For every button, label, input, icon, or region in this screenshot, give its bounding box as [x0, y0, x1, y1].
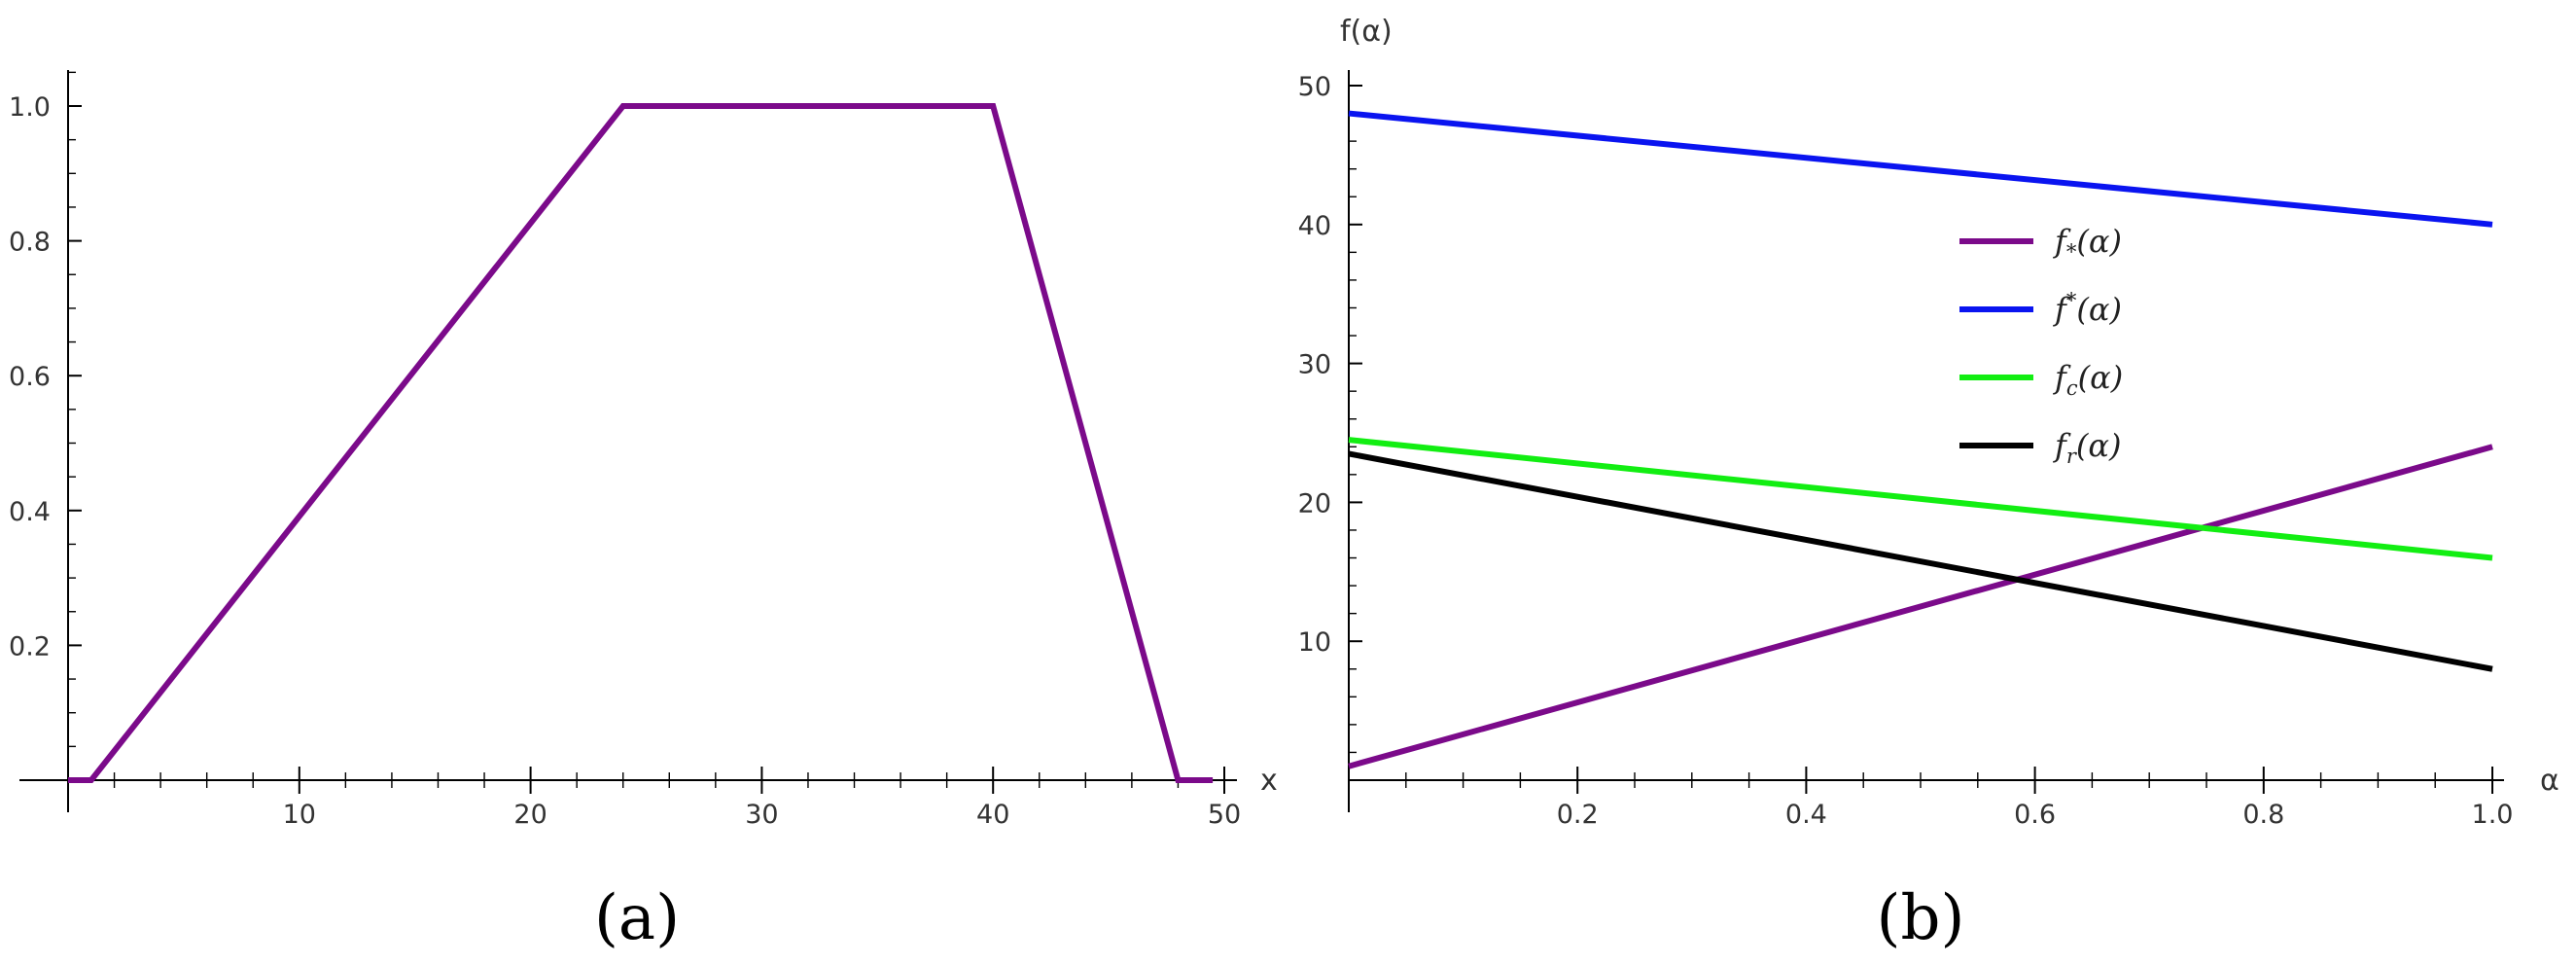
- pb-y-tick-label: 30: [1298, 350, 1331, 380]
- pa-y-tick-label: 1.0: [9, 92, 51, 123]
- legend-label-2: f*(α): [2053, 289, 2122, 328]
- legend-label-4: fr(α): [2053, 427, 2121, 468]
- panel-b-series: [1348, 110, 2493, 769]
- panel-b-x-axis-label: α: [2540, 764, 2559, 798]
- panel-b-legend: f*(α) f*(α) fc(α) fr(α): [1959, 223, 2123, 468]
- panel-a-label: (a): [594, 882, 680, 954]
- panel-b-label: (b): [1877, 882, 1965, 954]
- pb-x-tick-label: 0.2: [1557, 800, 1599, 830]
- panel-b-y-axis-label: f(α): [1340, 15, 1393, 49]
- pa-y-tick-label: 0.8: [9, 228, 51, 258]
- pa-x-tick-label: 10: [283, 800, 316, 830]
- pa-series-line-1: [68, 103, 1214, 783]
- pb-series-line-4: [1348, 450, 2493, 672]
- pb-x-tick-label: 1.0: [2472, 800, 2514, 830]
- pa-y-tick-label: 0.6: [9, 362, 51, 392]
- panel-a-series: [68, 103, 1214, 783]
- pa-x-tick-label: 30: [745, 800, 778, 830]
- pb-series-line-3: [1348, 437, 2493, 561]
- pb-series-line-2: [1348, 110, 2493, 228]
- pb-y-tick-label: 10: [1298, 627, 1331, 658]
- pb-y-tick-label: 50: [1298, 72, 1331, 102]
- panel-a-tick-labels: 10 20 30 40 50 0.2 0.4 0.6 0.8 1.0: [9, 92, 1241, 830]
- legend-label-3: fc(α): [2053, 359, 2123, 400]
- pb-y-tick-label: 40: [1298, 211, 1331, 241]
- pa-x-tick-label: 20: [513, 800, 547, 830]
- panel-b-ticks: [1348, 85, 2493, 794]
- pb-x-tick-label: 0.4: [1785, 800, 1827, 830]
- pb-x-tick-label: 0.6: [2014, 800, 2056, 830]
- pb-series-line-1: [1348, 444, 2493, 769]
- panel-a-ticks: [67, 71, 1225, 794]
- panel-a-chart: 10 20 30 40 50 0.2 0.4 0.6 0.8 1.0 x (a): [9, 70, 1278, 954]
- panel-a-x-axis-label: x: [1260, 764, 1278, 798]
- pa-y-tick-label: 0.2: [9, 631, 51, 661]
- pa-x-tick-label: 40: [976, 800, 1009, 830]
- panel-b-tick-labels: 0.2 0.4 0.6 0.8 1.0 10 20 30 40 50: [1298, 72, 2514, 830]
- legend-label-1: f*(α): [2053, 223, 2122, 264]
- pa-x-tick-label: 50: [1208, 800, 1241, 830]
- pb-y-tick-label: 20: [1298, 488, 1331, 518]
- pb-x-tick-label: 0.8: [2242, 800, 2284, 830]
- pa-y-tick-label: 0.4: [9, 497, 51, 527]
